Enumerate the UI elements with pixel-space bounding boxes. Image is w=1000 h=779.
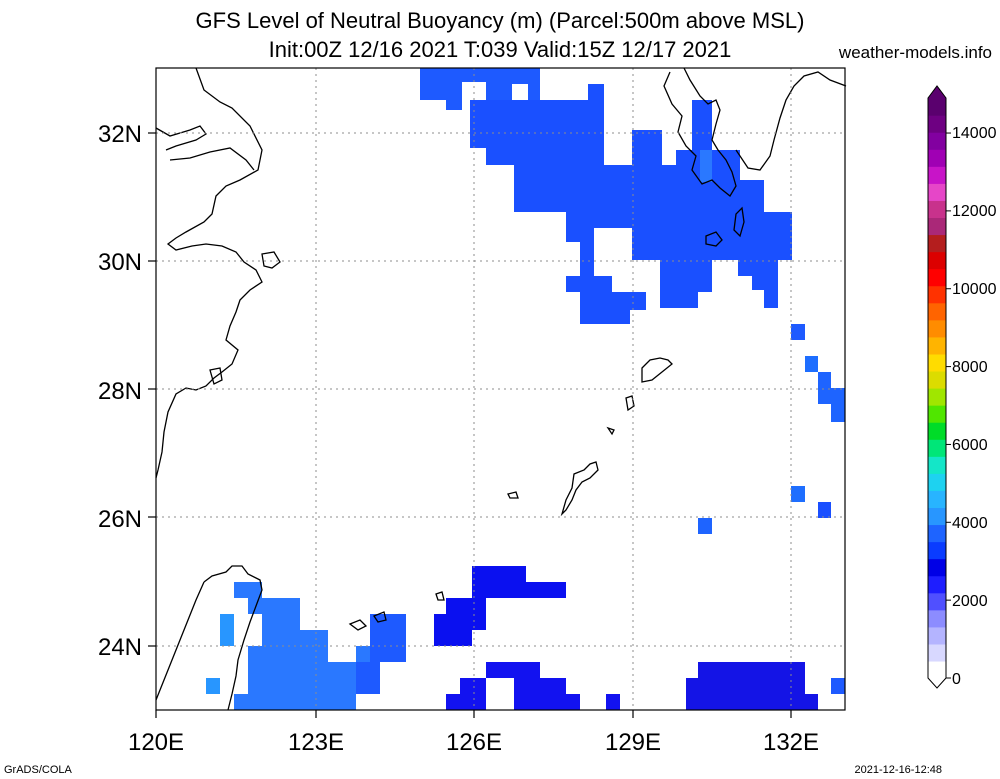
colorbar-swatch xyxy=(928,507,946,526)
shade-cell xyxy=(220,614,234,646)
colorbar-swatch xyxy=(928,285,946,304)
y-tick-label: 26N xyxy=(98,506,142,533)
shade-north-hole xyxy=(594,228,660,292)
shade-cell xyxy=(791,324,805,340)
shade-southeast xyxy=(686,662,818,710)
colorbar-swatch xyxy=(928,183,946,201)
colorbar-swatch xyxy=(928,370,946,389)
colorbar-swatch xyxy=(928,473,946,491)
y-tick-label: 24N xyxy=(98,634,142,661)
x-tick-label: 129E xyxy=(605,729,661,756)
colorbar-swatch xyxy=(928,302,946,321)
shade-cell xyxy=(818,502,831,518)
coastline-amami xyxy=(606,357,673,436)
coastline-okinawa xyxy=(507,461,599,517)
colorbar-swatch xyxy=(928,132,946,150)
colorbar-swatch xyxy=(928,388,946,406)
colorbar-swatch xyxy=(928,490,946,509)
colorbar-swatch xyxy=(928,166,946,184)
shade-north-main xyxy=(420,68,540,110)
run-info: Init:00Z 12/16 2021 T:039 Valid:15Z 12/1… xyxy=(268,37,732,62)
shade-south-left xyxy=(446,678,486,710)
colorbar-label: 6000 xyxy=(952,437,988,454)
colorbar-swatch xyxy=(928,660,946,679)
colorbar-swatch xyxy=(928,319,946,338)
coastline-yangtze xyxy=(155,125,255,171)
colorbar-swatch xyxy=(928,575,946,594)
shade-cell xyxy=(805,356,818,372)
colorbar-swatch xyxy=(928,98,946,116)
colorbar-label: 10000 xyxy=(952,281,997,298)
y-axis-labels: 24N 26N 28N 30N 32N xyxy=(98,121,142,661)
colorbar-swatch xyxy=(928,541,946,560)
colorbar-labels: 0 2000 4000 6000 8000 10000 12000 14000 xyxy=(952,125,997,688)
shade-east-cluster xyxy=(818,372,845,422)
shade-north-body xyxy=(470,84,792,324)
colorbar-label: 14000 xyxy=(952,125,997,142)
colorbar-swatch xyxy=(928,234,946,253)
colorbar-label: 12000 xyxy=(952,203,997,220)
shade-south-row xyxy=(486,662,580,710)
y-tick-label: 28N xyxy=(98,378,142,405)
coastline-yakushima xyxy=(705,231,723,247)
colorbar-swatch xyxy=(928,626,946,645)
axis-ticks xyxy=(148,132,792,718)
coastline-taiwan xyxy=(155,565,263,711)
shade-taiwan-east-outer xyxy=(356,614,406,694)
colorbar xyxy=(927,85,951,689)
colorbar-swatch xyxy=(928,609,946,628)
y-tick-label: 30N xyxy=(98,249,142,276)
colorbar-swatch xyxy=(928,456,946,474)
map-title: GFS Level of Neutral Buoyancy (m) (Parce… xyxy=(195,8,805,33)
x-tick-label: 126E xyxy=(446,729,502,756)
shade-north-island-patch xyxy=(700,150,712,182)
shade-cell xyxy=(606,694,620,710)
x-tick-label: 120E xyxy=(128,729,184,756)
shade-cell xyxy=(698,518,712,534)
x-tick-label: 123E xyxy=(288,729,344,756)
coastline-zhoushan xyxy=(209,251,281,385)
map-subtitle: Init:00Z 12/16 2021 T:039 Valid:15Z 12/1… xyxy=(0,37,1000,63)
x-axis-labels: 120E 123E 126E 129E 132E xyxy=(128,729,819,756)
colorbar-label: 8000 xyxy=(952,359,988,376)
colorbar-swatch xyxy=(928,643,946,662)
shade-cell xyxy=(206,678,220,694)
colorbar-swatch xyxy=(928,217,946,236)
colorbar-swatch xyxy=(928,422,946,440)
colorbar-cap-top xyxy=(928,86,946,98)
graticule xyxy=(156,68,845,710)
x-tick-label: 132E xyxy=(763,729,819,756)
colorbar-swatch xyxy=(928,268,946,287)
y-tick-label: 32N xyxy=(98,121,142,148)
colorbar-swatch xyxy=(928,251,946,270)
colorbar-label: 2000 xyxy=(952,593,988,610)
colorbar-swatch xyxy=(928,200,946,219)
coastline-sakishima xyxy=(348,591,445,631)
site-credit: weather-models.info xyxy=(838,43,992,62)
timestamp: 2021-12-16-12:48 xyxy=(854,764,942,776)
colorbar-swatch xyxy=(928,149,946,167)
coastline-kyushu xyxy=(663,67,847,197)
colorbar-swatch xyxy=(928,439,946,457)
coastline-china xyxy=(155,67,263,479)
colorbar-swatch xyxy=(928,115,946,133)
shade-cell xyxy=(831,678,845,694)
colorbar-cap-bottom xyxy=(928,678,946,688)
coastline-tanegashima xyxy=(733,206,745,238)
colorbar-swatch xyxy=(928,336,946,355)
colorbar-label: 0 xyxy=(952,671,961,688)
colorbar-swatch xyxy=(928,558,946,577)
shade-cell xyxy=(791,486,805,502)
shade-central-south xyxy=(434,566,566,646)
colorbar-swatch xyxy=(928,524,946,543)
colorbar-label: 4000 xyxy=(952,515,988,532)
colorbar-swatch xyxy=(928,405,946,423)
colorbar-swatch xyxy=(928,592,946,611)
colorbar-swatch xyxy=(928,353,946,372)
software-credit: GrADS/COLA xyxy=(4,764,72,776)
